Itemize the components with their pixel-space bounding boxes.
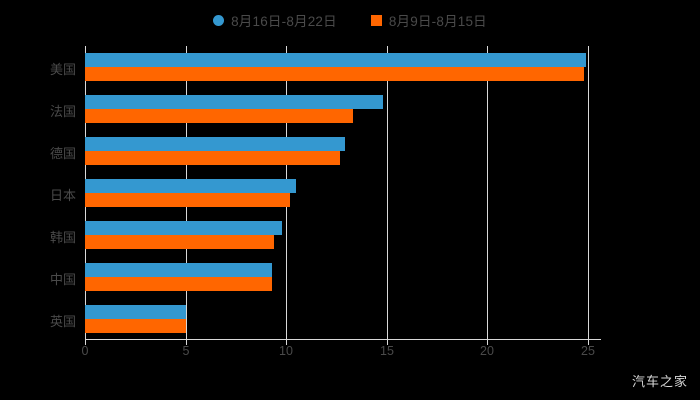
bar-series-2[interactable] (85, 235, 274, 249)
bar-series-1[interactable] (85, 305, 186, 319)
plot-area (85, 46, 600, 340)
category-label-row: 中国 (0, 267, 76, 287)
category-label-row: 韩国 (0, 225, 76, 245)
bar-series-2[interactable] (85, 193, 290, 207)
legend-circle-icon (213, 14, 225, 26)
y-axis-category-label: 美国 (49, 62, 76, 77)
bar-series-2[interactable] (85, 319, 186, 333)
x-tick-mark (487, 340, 488, 345)
x-tick-mark (588, 340, 589, 345)
bar-series-1[interactable] (85, 95, 383, 109)
category-label-row: 德国 (0, 141, 76, 161)
gridline (487, 46, 488, 340)
category-label-row: 法国 (0, 99, 76, 119)
bar-series-2[interactable] (85, 109, 353, 123)
chart-legend: 8月16日-8月22日 8月9日-8月15日 (0, 10, 700, 30)
y-axis-category-label: 日本 (49, 188, 76, 203)
legend-entry[interactable]: 8月9日-8月15日 (370, 10, 487, 30)
bar-series-2[interactable] (85, 277, 272, 291)
x-tick-label: 15 (380, 344, 394, 358)
y-axis-category-label: 德国 (49, 146, 76, 161)
bar-series-1[interactable] (85, 263, 272, 277)
bar-series-1[interactable] (85, 221, 282, 235)
bar-series-1[interactable] (85, 53, 586, 67)
legend-entry[interactable]: 8月16日-8月22日 (213, 10, 337, 30)
x-tick-label: 25 (581, 344, 595, 358)
x-tick-label: 20 (480, 344, 494, 358)
category-label-row: 美国 (0, 57, 76, 77)
x-tick-label: 10 (279, 344, 293, 358)
y-axis-category-label: 法国 (49, 104, 76, 119)
bar-series-1[interactable] (85, 179, 296, 193)
legend-square-icon (370, 14, 382, 26)
bar-series-1[interactable] (85, 137, 345, 151)
y-axis-category-label: 英国 (49, 314, 76, 329)
x-axis-line (85, 339, 601, 340)
x-tick-label: 0 (81, 344, 89, 358)
category-label-row: 日本 (0, 183, 76, 203)
x-tick-label: 5 (182, 344, 190, 358)
y-axis-category-label: 韩国 (49, 230, 76, 245)
bar-series-2[interactable] (85, 67, 584, 81)
category-label-row: 英国 (0, 309, 76, 329)
x-tick-mark (387, 340, 388, 345)
x-tick-mark (286, 340, 287, 345)
x-tick-mark (85, 340, 86, 345)
x-tick-mark (186, 340, 187, 345)
legend-label: 8月9日-8月15日 (388, 14, 487, 29)
bar-series-2[interactable] (85, 151, 340, 165)
watermark: 汽车之家 (631, 374, 688, 389)
gridline (387, 46, 388, 340)
y-axis-category-label: 中国 (49, 272, 76, 287)
gridline (588, 46, 589, 340)
legend-label: 8月16日-8月22日 (231, 14, 337, 29)
